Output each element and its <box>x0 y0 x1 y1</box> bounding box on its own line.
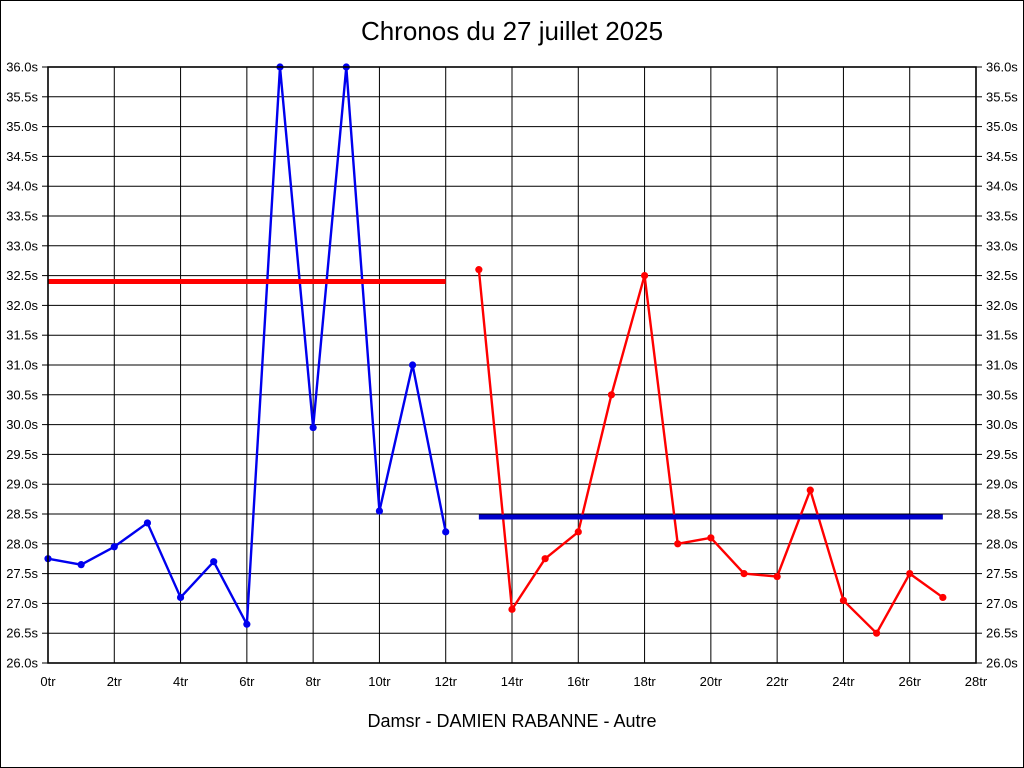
y-tick-label: 34.5s <box>6 149 38 164</box>
chronos-rouges-point <box>574 528 582 536</box>
chronos-rouges-point <box>475 266 483 274</box>
chronos-bleus-point <box>143 519 152 527</box>
x-tick-label: 12tr <box>435 674 458 689</box>
y-tick-label: 26.5s <box>6 626 38 641</box>
plot-frame <box>47 66 977 664</box>
y-tick-label: 27.5s <box>6 566 38 581</box>
chronos-rouges-point <box>541 555 549 563</box>
chronos-rouges-point <box>640 272 649 280</box>
gridlines <box>47 66 977 664</box>
axis-ticks <box>42 66 982 664</box>
y-tick-label: 31.0s <box>986 358 1018 373</box>
y-tick-label: 35.5s <box>6 89 38 104</box>
x-tick-label: 16tr <box>567 674 590 689</box>
chronos-rouges-point <box>607 391 616 399</box>
x-tick-label: 10tr <box>368 674 391 689</box>
y-tick-label: 32.0s <box>6 298 38 313</box>
chronos-bleus-point <box>77 561 85 569</box>
chronos-rouges-point <box>939 593 947 602</box>
y-tick-label: 33.5s <box>986 209 1018 224</box>
y-tick-label: 27.5s <box>986 566 1018 581</box>
y-tick-label: 34.0s <box>6 179 38 194</box>
y-tick-label: 28.0s <box>6 536 38 551</box>
y-axis-labels-left: 36.0s 35.5s 35.0s 34.5s 34.0s 33.5s 33.0s 32.5s… <box>6 60 38 671</box>
y-tick-label: 27.0s <box>6 596 38 611</box>
chronos-rouges-point <box>906 570 914 578</box>
y-tick-label: 30.5s <box>6 387 38 402</box>
x-tick-label: 28tr <box>965 674 988 689</box>
y-axis-labels-right: 36.0s 35.5s 35.0s 34.5s 34.0s 33.5s 33.0s 32.5s… <box>986 60 1018 671</box>
y-tick-label: 26.5s <box>986 626 1018 641</box>
y-tick-label: 26.0s <box>986 656 1018 671</box>
y-tick-label: 31.5s <box>6 328 38 343</box>
y-tick-label: 35.0s <box>986 119 1018 134</box>
chronos-rouges-point <box>674 540 682 548</box>
x-tick-label: 4tr <box>173 674 189 689</box>
x-axis-labels: 0tr 2tr 4tr 6tr 8tr 10tr 12tr 14tr 16tr 18tr 20tr 2… <box>40 674 987 689</box>
x-tick-label: 24tr <box>832 674 855 689</box>
y-tick-label: 32.0s <box>986 298 1018 313</box>
chronos-bleus-point <box>210 558 218 566</box>
y-tick-label: 29.5s <box>986 447 1018 462</box>
series-chronos-rouges <box>475 266 947 637</box>
y-tick-label: 30.0s <box>986 417 1018 432</box>
y-tick-label: 30.5s <box>986 387 1018 402</box>
y-tick-label: 33.5s <box>6 209 38 224</box>
y-tick-label: 34.0s <box>986 179 1018 194</box>
chronos-bleus-point <box>375 507 384 515</box>
chart-title: Chronos du 27 juillet 2025 <box>360 16 664 46</box>
chronos-bleus-point <box>110 543 118 551</box>
x-tick-label: 18tr <box>633 674 656 689</box>
y-tick-label: 33.0s <box>986 238 1018 253</box>
y-tick-label: 36.0s <box>986 60 1018 75</box>
chronos-bleus-point <box>176 593 185 602</box>
chart-subtitle: Damsr - DAMIEN RABANNE - Autre <box>367 711 657 731</box>
x-tick-label: 22tr <box>766 674 789 689</box>
chronos-rouges-point <box>806 486 814 494</box>
x-tick-label: 2tr <box>107 674 123 689</box>
y-tick-label: 28.5s <box>986 507 1018 522</box>
y-tick-label: 35.0s <box>6 119 38 134</box>
chronos-bleus-point <box>442 528 450 536</box>
x-tick-label: 6tr <box>239 674 255 689</box>
y-tick-label: 33.0s <box>6 238 38 253</box>
y-tick-label: 31.0s <box>6 358 38 373</box>
x-tick-label: 0tr <box>40 674 56 689</box>
y-tick-label: 36.0s <box>6 60 38 75</box>
chronos-rouges-point <box>839 596 848 605</box>
chronos-rouges-point <box>508 605 516 613</box>
y-tick-label: 29.0s <box>6 477 38 492</box>
y-tick-label: 27.0s <box>986 596 1018 611</box>
chronos-bleus-point <box>309 423 317 432</box>
y-tick-label: 28.5s <box>6 507 38 522</box>
y-tick-label: 26.0s <box>6 656 38 671</box>
x-tick-label: 14tr <box>501 674 524 689</box>
y-tick-label: 32.5s <box>986 268 1018 283</box>
y-tick-label: 29.0s <box>986 477 1018 492</box>
chronos-rouges-point <box>740 570 748 578</box>
chronos-bleus-point <box>408 361 417 369</box>
y-tick-label: 30.0s <box>6 417 38 432</box>
chronos-rouges-point <box>707 534 715 542</box>
y-tick-label: 31.5s <box>986 328 1018 343</box>
y-tick-label: 29.5s <box>6 447 38 462</box>
y-tick-label: 28.0s <box>986 536 1018 551</box>
y-tick-label: 34.5s <box>986 149 1018 164</box>
y-tick-label: 32.5s <box>6 268 38 283</box>
x-tick-label: 20tr <box>700 674 723 689</box>
chronos-rouges-point <box>872 629 881 637</box>
chronos-rouges-point <box>773 572 781 581</box>
y-tick-label: 35.5s <box>986 89 1018 104</box>
x-tick-label: 8tr <box>306 674 322 689</box>
chronos-bleus-point <box>243 620 251 628</box>
x-tick-label: 26tr <box>899 674 922 689</box>
